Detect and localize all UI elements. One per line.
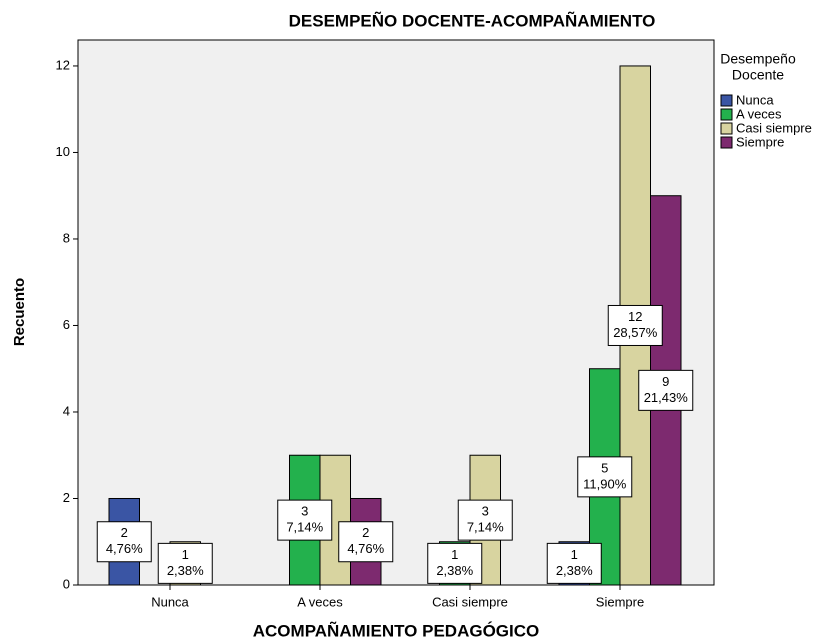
value-label: 7,14% <box>467 520 504 535</box>
y-tick-label: 0 <box>63 576 70 591</box>
legend-title: Docente <box>732 67 784 83</box>
value-label: 1 <box>571 547 578 562</box>
y-tick-label: 2 <box>63 490 70 505</box>
value-label: 2,38% <box>167 563 204 578</box>
value-label: 7,14% <box>286 520 323 535</box>
value-label: 2 <box>362 525 369 540</box>
legend-label: Casi siempre <box>736 120 812 135</box>
value-label-box <box>457 499 513 541</box>
y-tick-label: 8 <box>63 230 70 245</box>
value-label: 21,43% <box>644 390 689 405</box>
x-tick-label: Casi siempre <box>432 594 508 609</box>
x-tick-label: Nunca <box>151 594 189 609</box>
value-label-box <box>96 521 152 563</box>
value-label: 1 <box>182 547 189 562</box>
legend-label: Nunca <box>736 92 774 107</box>
value-label: 9 <box>662 374 669 389</box>
x-tick-label: Siempre <box>596 594 644 609</box>
value-label-box <box>427 542 483 584</box>
y-tick-label: 12 <box>56 57 70 72</box>
legend-label: Siempre <box>736 134 784 149</box>
value-label-box <box>338 521 394 563</box>
legend-swatch <box>720 136 733 149</box>
value-label-box <box>157 542 213 584</box>
value-label-box <box>638 369 694 411</box>
value-label: 4,76% <box>106 541 143 556</box>
value-label: 4,76% <box>347 541 384 556</box>
value-label: 12 <box>628 309 642 324</box>
legend-swatch <box>720 122 733 135</box>
legend-title: Desempeño <box>720 51 796 67</box>
value-label: 28,57% <box>613 325 658 340</box>
legend-swatch <box>720 108 733 121</box>
value-label: 3 <box>301 504 308 519</box>
legend-label: A veces <box>736 106 782 121</box>
y-tick-label: 6 <box>63 317 70 332</box>
value-label-box <box>577 456 633 498</box>
value-label: 5 <box>601 460 608 475</box>
value-label: 1 <box>451 547 458 562</box>
value-label: 3 <box>482 504 489 519</box>
x-axis-title: ACOMPAÑAMIENTO PEDAGÓGICO <box>253 620 540 640</box>
y-tick-label: 10 <box>56 144 70 159</box>
value-label: 2 <box>121 525 128 540</box>
chart-title: DESEMPEÑO DOCENTE-ACOMPAÑAMIENTO <box>289 10 656 30</box>
y-tick-label: 4 <box>63 403 70 418</box>
x-tick-label: A veces <box>297 594 343 609</box>
value-label: 2,38% <box>436 563 473 578</box>
legend-swatch <box>720 94 733 107</box>
y-axis-title: Recuento <box>11 278 28 346</box>
value-label-box <box>277 499 333 541</box>
value-label: 2,38% <box>556 563 593 578</box>
value-label-box <box>546 542 602 584</box>
value-label: 11,90% <box>583 476 627 491</box>
value-label-box <box>607 304 663 346</box>
